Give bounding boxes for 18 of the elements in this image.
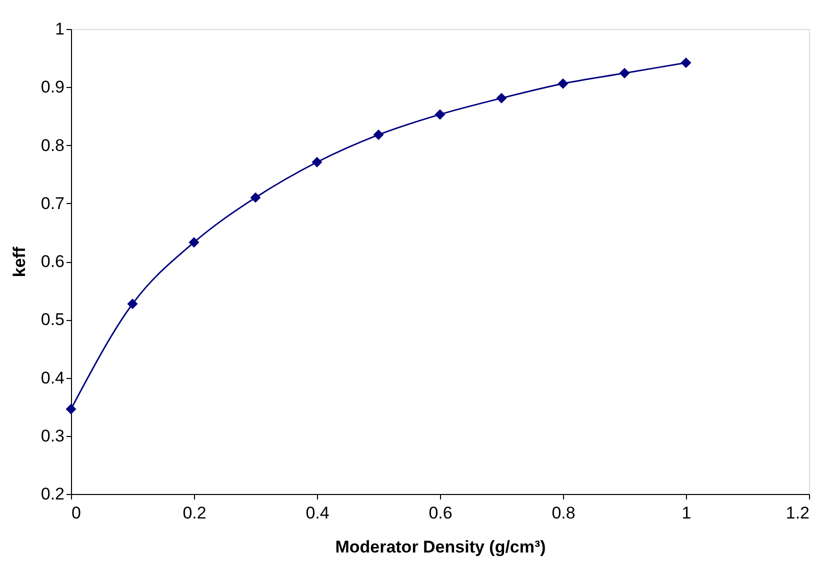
y-tick-label: 0.2 xyxy=(40,484,64,504)
y-tick-label: 0.8 xyxy=(40,136,64,155)
x-tick-label: 1.2 xyxy=(786,504,810,522)
y-tick-label: 0.4 xyxy=(40,368,64,388)
x-tick-label: 0 xyxy=(72,504,81,522)
y-tick-label: 0.3 xyxy=(40,426,64,446)
x-tick-label: 0.6 xyxy=(428,504,452,522)
y-tick-label: 0.9 xyxy=(40,78,64,97)
x-axis-title: Moderator Density (g/cm³) xyxy=(335,538,546,556)
y-tick-label: 0.6 xyxy=(40,252,64,271)
y-tick-label: 0.7 xyxy=(40,194,64,213)
y-tick-label: 0.5 xyxy=(40,310,64,330)
x-tick-label: 0.4 xyxy=(306,504,330,522)
x-tick-label: 0.8 xyxy=(552,504,576,522)
y-axis-title: keff xyxy=(10,246,29,278)
y-tick-label: 1 xyxy=(55,20,64,38)
x-tick-label: 1 xyxy=(682,504,692,522)
x-tick-label: 0.2 xyxy=(182,504,206,522)
